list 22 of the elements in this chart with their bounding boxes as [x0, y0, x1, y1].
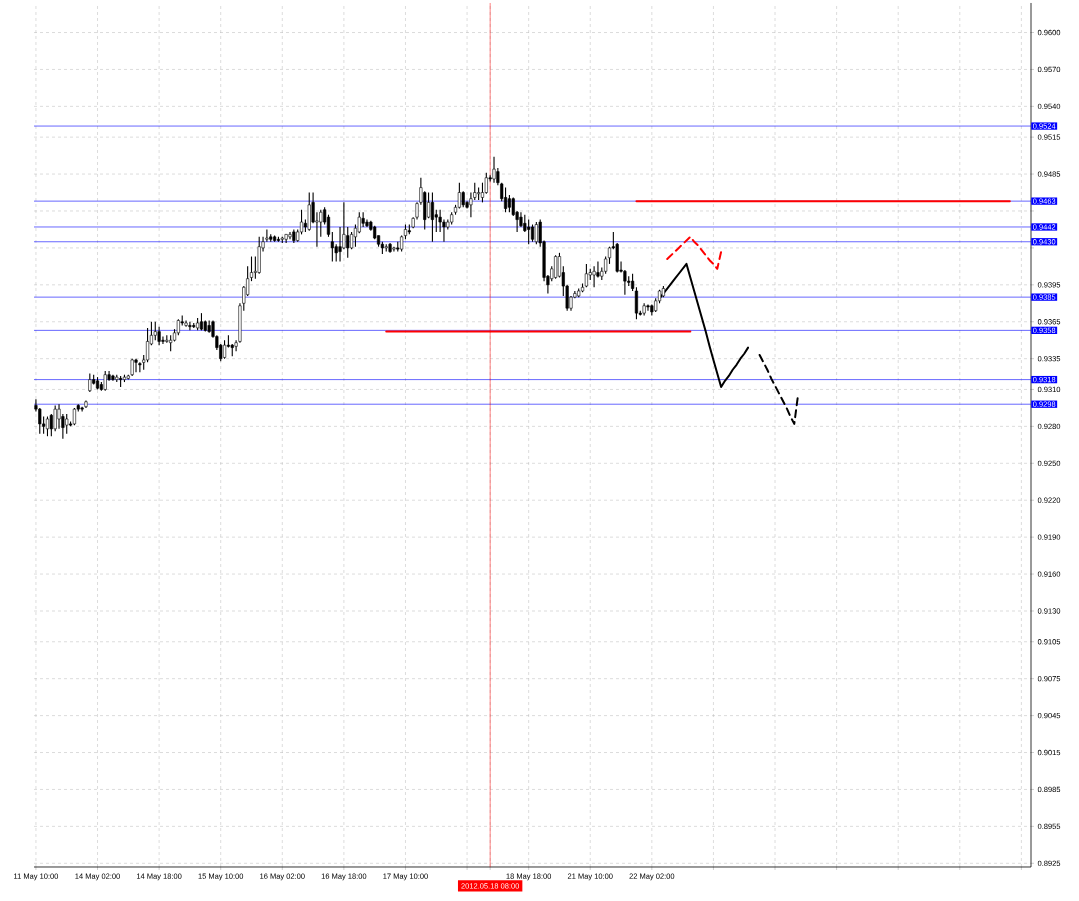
candlestick: [527, 219, 531, 245]
candlestick: [53, 404, 57, 432]
candlestick: [157, 326, 161, 346]
candlestick: [88, 372, 92, 393]
candlestick: [288, 231, 292, 240]
line-series: [758, 353, 800, 425]
candlestick: [103, 370, 107, 392]
candlestick: [134, 358, 138, 373]
candlestick: [153, 321, 157, 341]
candlestick: [592, 265, 596, 288]
candlestick: [330, 231, 334, 262]
candlestick: [346, 226, 350, 259]
candlestick: [427, 191, 431, 219]
candlestick: [534, 221, 538, 245]
candlestick: [338, 226, 342, 262]
candlestick: [65, 413, 69, 435]
candlestick: [554, 254, 558, 280]
candlestick: [161, 335, 165, 345]
candlestick: [430, 191, 434, 243]
candlestick: [492, 156, 496, 184]
candlestick: [188, 321, 192, 331]
candlestick: [145, 327, 150, 363]
